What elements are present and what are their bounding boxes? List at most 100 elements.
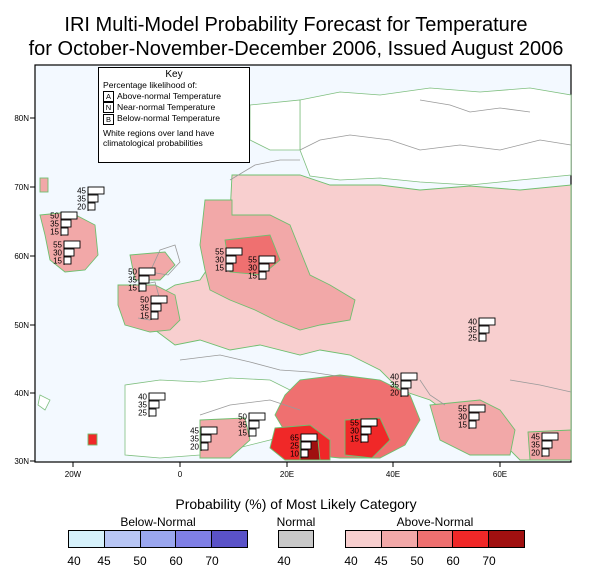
prob-value: 50 [140,296,149,305]
prob-bar [478,317,496,326]
prob-bar [200,426,218,435]
prob-value: 45 [531,433,540,442]
prob-value: 45 [77,187,86,196]
legend-normal-ticks: 40 [277,554,314,568]
prob-value: 30 [215,256,224,265]
prob-value: 55 [215,248,224,257]
legend-normal-label: Normal [276,515,316,529]
prob-bar [258,271,267,280]
lat-label: 80N [14,114,29,123]
lat-label: 30N [14,457,29,466]
legend-tick-label: 40 [67,554,81,568]
prob-value: 25 [290,442,299,451]
prob-value: 15 [140,312,149,321]
lon-label: 60E [493,470,507,479]
map-key: Key Percentage likelihood of: A Above-nor… [98,67,250,163]
legend-tick-label: 60 [446,554,460,568]
prob-bar [541,440,553,449]
prob-value: 10 [290,450,299,459]
prob-value: 65 [290,434,299,443]
prob-bar [63,240,81,249]
legend-tick-label: 45 [374,554,388,568]
prob-value: 15 [53,257,62,266]
prob-bar [541,432,559,441]
prob-value: 35 [531,441,540,450]
prob-bar [60,219,72,228]
prob-value: 25 [468,334,477,343]
legend-swatch [452,531,489,547]
prob-bar [258,263,270,272]
legend-swatch [488,531,524,547]
prob-value: 30 [248,264,257,273]
prob-value: 20 [390,389,399,398]
key-text-below: Below-normal Temperature [117,113,221,124]
map-title-line1: IRI Multi-Model Probability Forecast for… [64,14,528,36]
prob-bar [248,428,257,437]
forecast-box-layer: 4535205035155530155530155035155530155035… [50,186,559,459]
legend-swatch [139,531,176,547]
prob-value: 30 [350,427,359,436]
prob-value: 40 [138,393,147,402]
prob-value: 35 [190,435,199,444]
prob-value: 50 [50,212,59,221]
legend-tick-label: 70 [205,554,219,568]
prob-bar [468,412,480,421]
key-item-near: N Near-normal Temperature [99,102,249,114]
legend-normal-bar [278,530,314,548]
lat-label: 60N [14,252,29,261]
legend-below-ticks: 40 45 50 60 70 [67,554,248,568]
key-item-above: A Above-normal Temperature [99,91,249,103]
prob-value: 50 [238,413,247,422]
legend-swatch [103,531,140,547]
legend-tick-label: 40 [277,554,291,568]
prob-bar [541,448,550,457]
key-note-line1: White regions over land have [103,127,215,138]
prob-bar [248,420,260,429]
legend-tick-label: 70 [482,554,496,568]
prob-value: 15 [128,284,137,293]
prob-bar [400,380,412,389]
longitude-labels: 20W 0 20E 40E 60E [65,462,507,479]
prob-bar [248,412,266,421]
prob-bar [148,392,166,401]
lon-label: 0 [178,470,183,479]
lon-label: 20W [65,470,82,479]
prob-value: 35 [140,304,149,313]
key-letter-b: B [103,113,114,125]
legend-tick-label: 45 [97,554,111,568]
legend-title: Probability (%) of Most Likely Category [175,496,417,512]
prob-bar [87,194,99,203]
prob-value: 55 [458,405,467,414]
prob-bar [87,202,96,211]
key-text-near: Near-normal Temperature [117,102,216,113]
prob-bar [360,418,378,427]
prob-bar [300,441,312,450]
prob-value: 55 [53,241,62,250]
legend-below-bar [68,530,248,548]
prob-value: 20 [531,449,540,458]
climatology-regions [37,87,572,459]
lon-label: 40E [386,470,400,479]
legend-tick-label: 60 [169,554,183,568]
prob-bar [468,404,486,413]
legend-tick-label: 50 [133,554,147,568]
legend-above-bar [345,530,525,548]
prob-value: 45 [190,427,199,436]
prob-bar [87,186,105,195]
prob-bar [60,211,78,220]
lat-label: 40N [14,389,29,398]
prob-bar [225,247,243,256]
prob-bar [150,303,162,312]
prob-bar [360,426,372,435]
prob-bar [300,449,309,458]
key-subtitle: Percentage likelihood of: [103,80,198,90]
legend-tick-label: 40 [344,554,358,568]
prob-bar [63,248,75,257]
